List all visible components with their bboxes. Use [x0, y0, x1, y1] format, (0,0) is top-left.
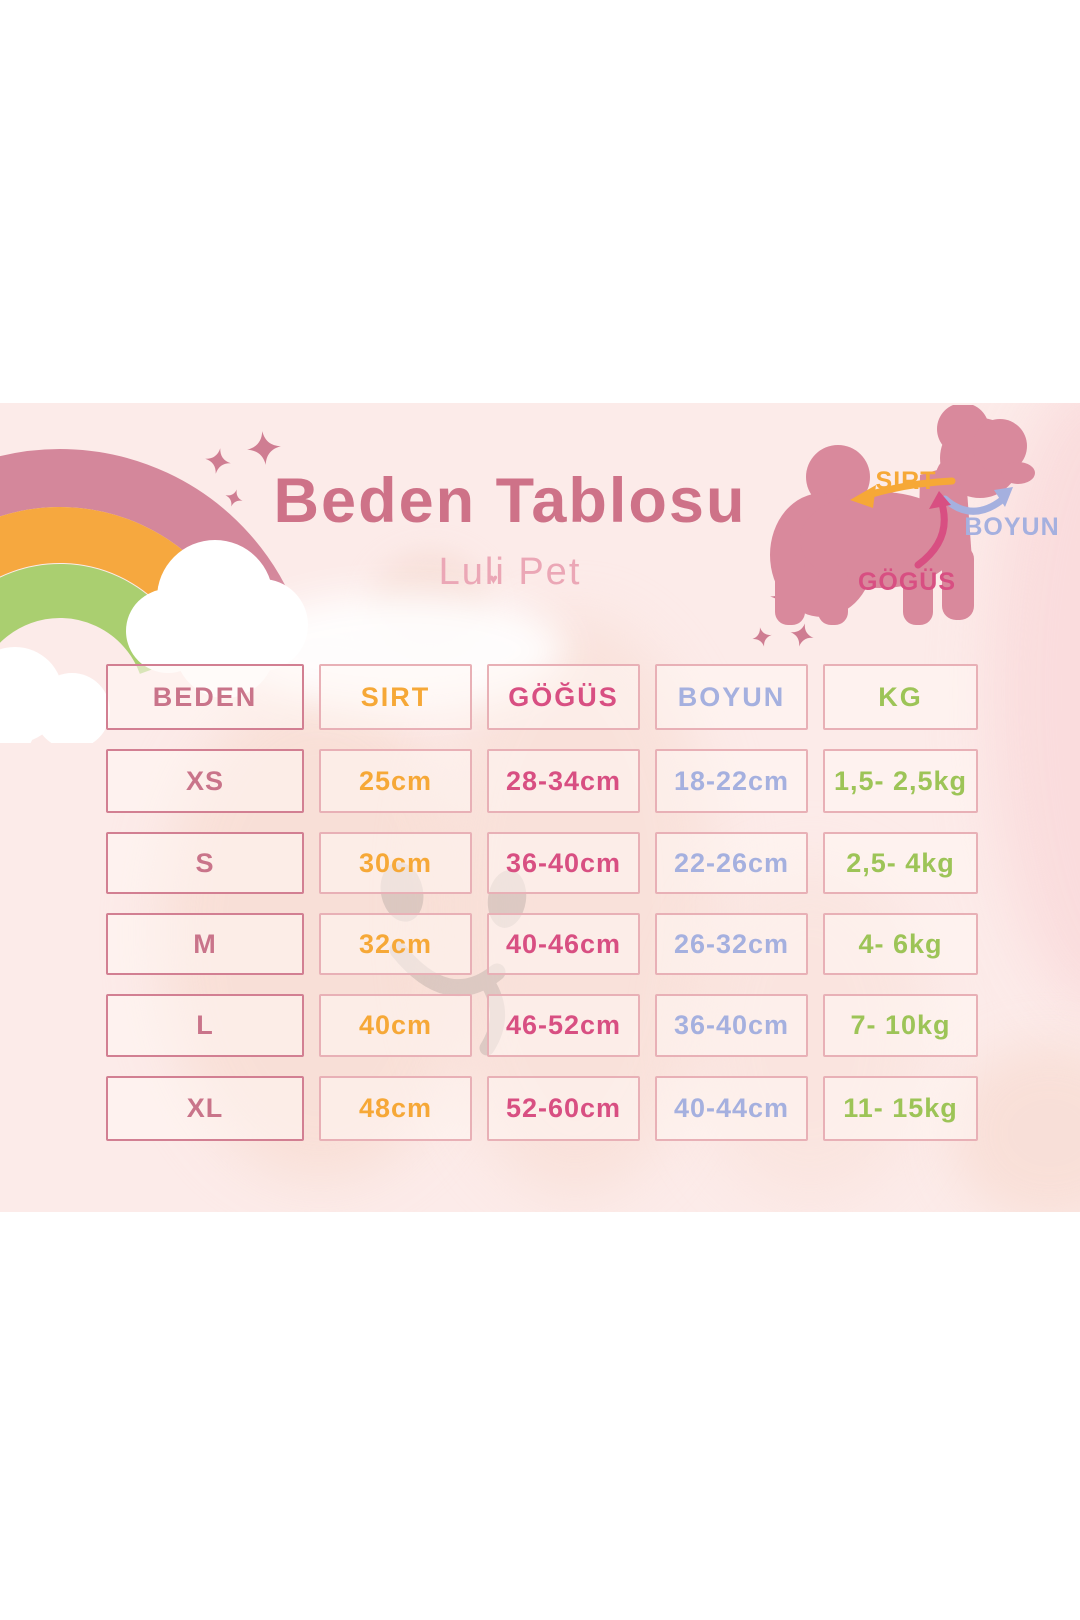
cell-m-boyun: 26-32cm [655, 913, 808, 975]
cell-xl-beden: XL [106, 1076, 304, 1141]
title-block: Beden Tablosu Luli Pet [160, 465, 860, 594]
cell-m-sirt: 32cm [319, 913, 472, 975]
poodle-measurement-diagram: SIRT BOYUN GÖGÜS [770, 405, 1059, 625]
heart-icon: ♥ [489, 571, 498, 588]
cell-xs-kg: 1,5- 2,5kg [823, 749, 978, 813]
gogus-arrowhead [929, 491, 951, 509]
cell-m-kg: 4- 6kg [823, 913, 978, 975]
cell-s-sirt: 30cm [319, 832, 472, 894]
sirt-arrowhead [850, 485, 876, 508]
boyun-arrowhead [994, 487, 1013, 507]
cell-s-beden: S [106, 832, 304, 894]
gogus-diagram-label: GÖGÜS [858, 567, 956, 596]
column-header-beden: BEDEN [106, 664, 304, 730]
sparkle-icon [205, 448, 231, 474]
cell-s-boyun: 22-26cm [655, 832, 808, 894]
cell-l-gogus: 46-52cm [487, 994, 640, 1057]
page-title: Beden Tablosu [273, 466, 747, 536]
column-header-sirt: SIRT [319, 664, 472, 730]
cell-xs-beden: XS [106, 749, 304, 813]
cell-s-kg: 2,5- 4kg [823, 832, 978, 894]
column-header-kg: KG [823, 664, 978, 730]
clouds-icon [0, 540, 308, 743]
cell-m-gogus: 40-46cm [487, 913, 640, 975]
cell-l-beden: L [106, 994, 304, 1057]
cell-xs-sirt: 25cm [319, 749, 472, 813]
cell-xl-kg: 11- 15kg [823, 1076, 978, 1141]
boyun-arrow [941, 495, 1006, 515]
gogus-arrow [914, 500, 948, 569]
brand-name: Luli Pet [438, 551, 582, 593]
size-table: BEDEN SIRT GÖĞÜS BOYUN KG XS 25cm 28-34c… [106, 664, 978, 1141]
cell-xl-gogus: 52-60cm [487, 1076, 640, 1141]
cell-l-boyun: 36-40cm [655, 994, 808, 1057]
sparkle-icon [752, 627, 772, 647]
size-chart-poster: Beden Tablosu Luli Pet ♥ SIRT [0, 403, 1080, 1212]
column-header-boyun: BOYUN [655, 664, 808, 730]
sirt-diagram-label: SIRT [876, 467, 937, 495]
cell-s-gogus: 36-40cm [487, 832, 640, 894]
cell-xs-boyun: 18-22cm [655, 749, 808, 813]
sirt-arrow [868, 477, 956, 498]
cell-l-kg: 7- 10kg [823, 994, 978, 1057]
sparkle-icon [247, 431, 281, 465]
sparkle-icon [790, 623, 814, 647]
cell-xl-boyun: 40-44cm [655, 1076, 808, 1141]
cell-m-beden: M [106, 913, 304, 975]
sparkle-icon [225, 489, 243, 507]
cell-l-sirt: 40cm [319, 994, 472, 1057]
column-header-gogus: GÖĞÜS [487, 664, 640, 730]
cell-xs-gogus: 28-34cm [487, 749, 640, 813]
cell-xl-sirt: 48cm [319, 1076, 472, 1141]
boyun-diagram-label: BOYUN [964, 513, 1059, 541]
